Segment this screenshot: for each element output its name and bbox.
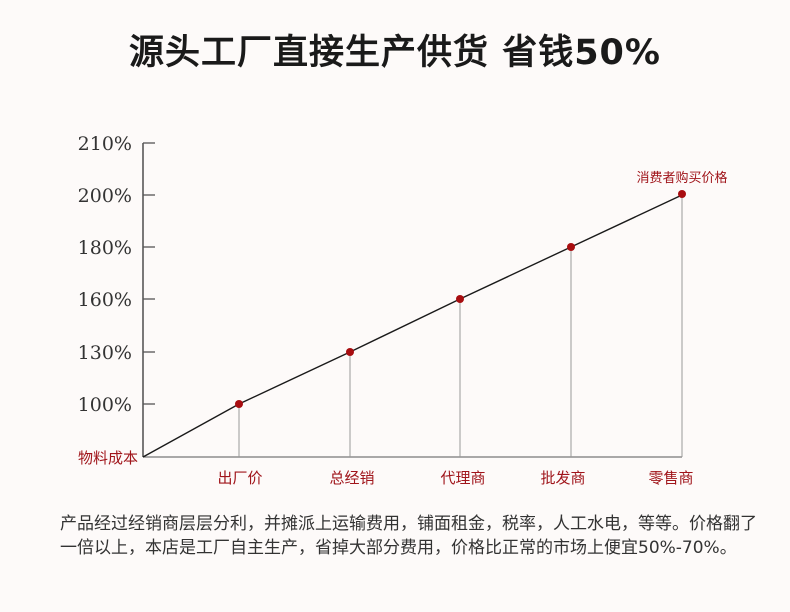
price-line (142, 194, 683, 458)
y-tick-label: 160% (78, 289, 132, 311)
x-tick-label: 批发商 (540, 469, 585, 487)
annotation-label: 消费者购买价格 (636, 170, 727, 186)
y-tick-label: 210% (78, 133, 132, 155)
data-point (567, 243, 575, 251)
x-tick-label: 出厂价 (217, 469, 262, 487)
page-title: 源头工厂直接生产供货 省钱50% (129, 33, 661, 73)
data-point (678, 190, 686, 198)
y-tick-label: 130% (78, 342, 132, 364)
x-tick-label: 代理商 (440, 469, 485, 487)
x-tick-label: 零售商 (648, 469, 693, 487)
y-tick-label: 200% (78, 185, 132, 207)
x-tick-label: 总经销 (329, 469, 374, 487)
data-point (346, 348, 354, 356)
y-tick-label: 100% (78, 394, 132, 416)
description-text: 产品经过经销商层层分利，并摊派上运输费用，铺面租金，税率，人工水电，等等。价格翻… (60, 514, 757, 558)
data-point (456, 295, 464, 303)
data-point (235, 400, 243, 408)
origin-label: 物料成本 (78, 449, 138, 467)
y-tick-label: 180% (78, 237, 132, 259)
